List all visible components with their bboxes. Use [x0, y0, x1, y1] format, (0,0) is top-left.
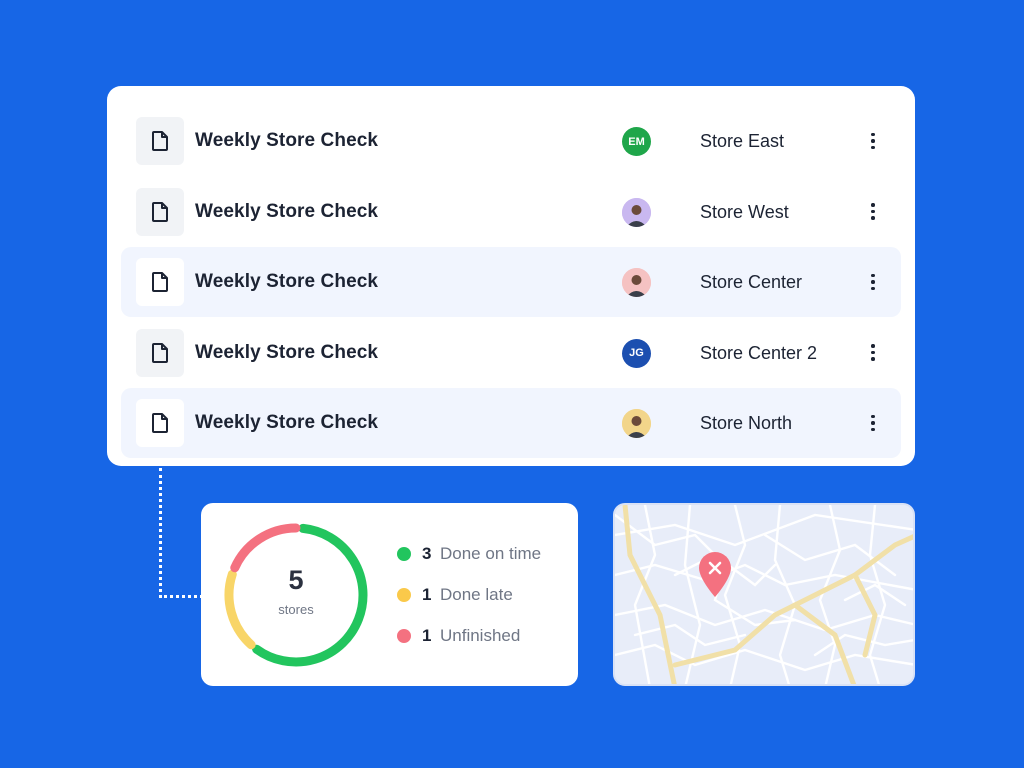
legend-item: 3 Done on time	[397, 542, 541, 566]
map-pin-close-icon[interactable]	[699, 552, 731, 597]
document-icon	[136, 328, 184, 377]
legend-item: 1 Unfinished	[397, 624, 520, 648]
legend-count: 3	[422, 544, 432, 563]
checklist-card: Weekly Store Check EM Store East Weekly Sto…	[107, 86, 915, 466]
assignee-avatar[interactable]: EM	[622, 127, 651, 156]
legend-label: Done late	[440, 585, 513, 604]
checklist-row[interactable]: Weekly Store Check JG Store Center 2	[121, 318, 901, 388]
legend-dot	[397, 629, 411, 643]
more-vertical-icon[interactable]	[861, 340, 885, 366]
legend-count: 1	[422, 626, 432, 645]
row-title: Weekly Store Check	[195, 271, 379, 292]
avatar-initials: JG	[629, 347, 644, 359]
legend-count: 1	[422, 585, 432, 604]
legend-dot	[397, 547, 411, 561]
donut-slice-unfinished	[230, 523, 301, 573]
stats-card: 5 stores 3 Done on time 1 Done late 1 Unfinis…	[201, 503, 578, 686]
checklist-row[interactable]: Weekly Store Check EM Store East	[121, 106, 901, 176]
store-name: Store West	[700, 201, 789, 222]
store-name: Store Center	[700, 272, 803, 292]
assignee-avatar[interactable]	[622, 409, 651, 438]
donut-total: 5	[288, 565, 304, 595]
more-vertical-icon[interactable]	[861, 128, 885, 154]
avatar-initials: EM	[628, 135, 645, 148]
row-title: Weekly Store Check	[195, 130, 379, 151]
document-icon	[136, 399, 184, 447]
row-title: Weekly Store Check	[195, 412, 379, 433]
assignee-avatar[interactable]	[622, 268, 651, 297]
more-vertical-icon[interactable]	[861, 410, 885, 436]
donut-slice-done-on-time	[252, 523, 368, 667]
checklist-row[interactable]: Weekly Store Check Store Center	[121, 247, 901, 317]
store-name: Store East	[700, 131, 785, 151]
donut-unit: stores	[278, 602, 314, 617]
checklist-row[interactable]: Weekly Store Check Store North	[121, 388, 901, 458]
more-vertical-icon[interactable]	[861, 199, 885, 225]
legend-dot	[397, 588, 411, 602]
document-icon	[136, 187, 184, 236]
store-name: Store North	[700, 413, 793, 433]
legend-item: 1 Done late	[397, 583, 513, 607]
assignee-avatar[interactable]	[622, 197, 651, 227]
checklist-row[interactable]: Weekly Store Check Store West	[121, 177, 901, 247]
donut-chart	[224, 523, 368, 667]
street-map	[615, 505, 913, 684]
row-title: Weekly Store Check	[195, 341, 379, 363]
assignee-avatar[interactable]: JG	[622, 338, 651, 368]
map-card[interactable]	[613, 503, 915, 686]
document-icon	[136, 258, 184, 306]
document-icon	[136, 117, 184, 165]
more-vertical-icon[interactable]	[861, 269, 885, 295]
row-title: Weekly Store Check	[195, 200, 379, 222]
donut-slice-done-late	[224, 569, 256, 650]
legend-label: Unfinished	[440, 626, 521, 645]
dotted-connector	[159, 468, 203, 598]
legend-label: Done on time	[440, 544, 542, 563]
store-name: Store Center 2	[700, 342, 818, 363]
